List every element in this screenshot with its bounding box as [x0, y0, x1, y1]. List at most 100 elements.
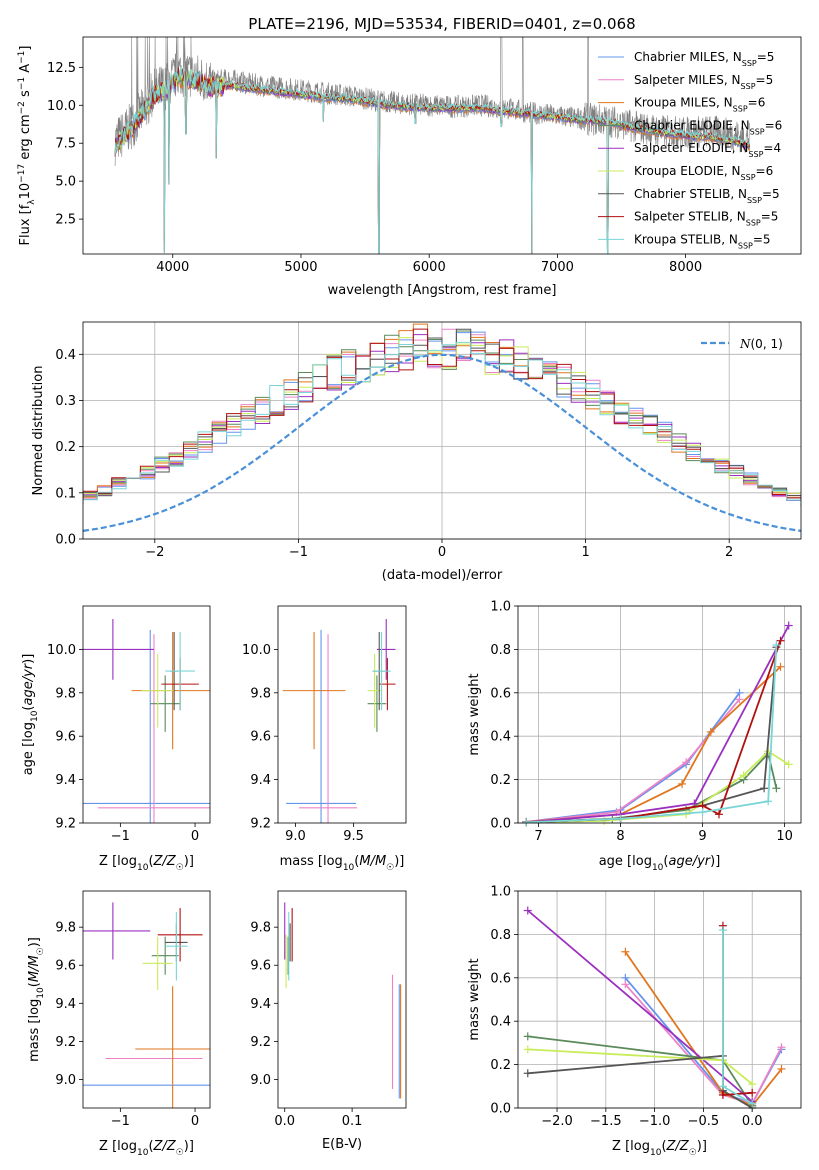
x-tick-label: 0: [438, 545, 446, 560]
y-tick-label: 9.8: [55, 686, 76, 701]
weight_vs_age-ylabel: mass weight: [467, 673, 482, 755]
x-tick-label: 4000: [156, 260, 189, 275]
age_vs_Z-frame: [82, 605, 211, 824]
legend-entry-label: Salpeter ELODIE, NSSP=4: [634, 141, 781, 159]
y-tick-label: 7.5: [55, 137, 76, 152]
weight-line-chabrier_stelib: [526, 647, 778, 823]
weight-marker-chabrier_elodie: [523, 1032, 532, 1041]
mass_vs_Z-frame: [82, 890, 211, 1109]
x-tick-label: 6000: [413, 260, 446, 275]
spectrum-title: PLATE=2196, MJD=53534, FIBERID=0401, z=0…: [248, 15, 635, 33]
weight-marker-kroupa_stelib: [772, 641, 781, 650]
age_vs_mass-axes: 9.0 9.5 9.2 9.4 9.6 9.8 10.0: [242, 643, 364, 844]
y-tick-label: 10.0: [47, 99, 76, 114]
y-tick-label: 9.0: [55, 1073, 76, 1088]
weight_vs_age-frame: [517, 605, 802, 824]
weight-marker-salpeter_elodie: [784, 621, 793, 630]
spectrum-frame: [82, 36, 802, 255]
weight-marker-salpeter_stelib: [748, 1088, 757, 1097]
x-tick-label: 0: [191, 1114, 199, 1129]
weight-marker-salpeter_stelib: [718, 1090, 727, 1099]
x-tick-label: 9: [698, 829, 706, 844]
y-tick-label: 0.4: [55, 348, 76, 363]
x-tick-label: 9.0: [285, 829, 306, 844]
weight-vs-age-xlabel: age [log10(age/yr)]: [599, 854, 721, 873]
residuals-frame: [82, 321, 802, 540]
spectrum-xlabel: wavelength [Angstrom, rest frame]: [328, 283, 557, 298]
weight-line-kroupa_elodie: [526, 750, 790, 823]
x-tick-label: −2.0: [541, 1114, 573, 1129]
y-tick-label: 0.3: [55, 394, 76, 409]
residuals-xlabel: (data-model)/error: [382, 568, 503, 583]
x-tick-label: −0.5: [688, 1114, 720, 1129]
model-spectrum-kroupa_stelib: [114, 66, 751, 254]
weight-marker-kroupa_stelib: [522, 818, 531, 827]
x-tick-label: 5000: [284, 260, 317, 275]
y-tick-label: 9.6: [250, 959, 271, 974]
weight-marker-kroupa_stelib: [718, 926, 727, 935]
x-tick-label: −1.0: [639, 1114, 671, 1129]
x-tick-label: 7000: [541, 260, 574, 275]
weight-marker-kroupa_stelib: [698, 808, 707, 817]
legend-entry-label: Chabrier MILES, NSSP=5: [634, 50, 774, 68]
x-tick-label: 9.5: [343, 829, 364, 844]
legend-normal-label: N(0, 1): [739, 337, 783, 351]
model-spectrum-salpeter_stelib: [114, 67, 751, 254]
y-tick-label: 0.8: [490, 643, 511, 658]
x-tick-label: −1.5: [590, 1114, 622, 1129]
y-tick-label: 0.0: [490, 817, 511, 832]
mass_vs_Z-axes: −1 0 9.0 9.2 9.4 9.6 9.8: [55, 921, 199, 1129]
weight-marker-salpeter_elodie: [523, 906, 532, 915]
y-tick-label: 0.8: [490, 928, 511, 943]
y-tick-label: 9.2: [55, 1035, 76, 1050]
mass-vs-Z-xlabel: Z [log10(Z/Z☉)]: [99, 1139, 194, 1158]
y-tick-label: 9.8: [250, 921, 271, 936]
mass-vs-ebv-xlabel: E(B-V): [322, 1137, 362, 1152]
weight-marker-kroupa_elodie: [748, 1080, 757, 1089]
weight-marker-salpeter_miles: [682, 758, 691, 767]
weight-line-salpeter_elodie: [527, 909, 753, 1103]
y-tick-label: 9.8: [55, 921, 76, 936]
weight-marker-salpeter_miles: [777, 1043, 786, 1052]
weight-marker-chabrier_stelib: [760, 784, 769, 793]
y-tick-label: 1.0: [490, 885, 511, 900]
x-tick-label: 0.1: [342, 1114, 363, 1129]
x-tick-label: 0.0: [274, 1114, 295, 1129]
weight-marker-chabrier_stelib: [523, 1069, 532, 1078]
y-tick-label: 0.2: [490, 1058, 511, 1073]
mass_vs_ebv-axes: 0.0 0.1 9.0 9.2 9.4 9.6 9.8: [250, 921, 362, 1129]
legend-entry-label: Kroupa ELODIE, NSSP=6: [634, 164, 773, 182]
legend-entry-label: Kroupa STELIB, NSSP=5: [634, 232, 771, 250]
weight-marker-kroupa_stelib: [764, 797, 773, 806]
x-tick-label: 8000: [669, 260, 702, 275]
weight-marker-kroupa_stelib: [718, 1082, 727, 1091]
y-tick-label: 2.5: [55, 213, 76, 228]
y-tick-label: 12.5: [47, 61, 76, 76]
y-tick-label: 9.4: [250, 997, 271, 1012]
x-tick-label: 0: [191, 829, 199, 844]
y-tick-label: 9.8: [250, 686, 271, 701]
x-tick-label: −1: [111, 1114, 130, 1129]
y-tick-label: 9.6: [250, 730, 271, 745]
mass-vs-Z-ylabel: mass [log10(M/M☉)]: [27, 937, 46, 1062]
y-tick-label: 0.1: [55, 486, 76, 501]
normal-curve: [83, 353, 801, 532]
weight-line-kroupa_elodie: [527, 1048, 753, 1085]
weight-vs-Z-xlabel: Z [log10(Z/Z☉)]: [612, 1139, 707, 1158]
age-vs-Z-xlabel: Z [log10(Z/Z☉)]: [99, 854, 194, 873]
weight-line-kroupa_miles: [526, 666, 782, 823]
weight-marker-kroupa_elodie: [784, 760, 793, 769]
y-tick-label: 0.6: [490, 971, 511, 986]
y-tick-label: 0.6: [490, 686, 511, 701]
weight-marker-kroupa_elodie: [600, 816, 609, 825]
weight-marker-salpeter_miles: [621, 980, 630, 989]
weight-line-salpeter_elodie: [526, 625, 790, 823]
y-tick-label: 10.0: [242, 643, 271, 658]
weight-marker-kroupa_miles: [706, 727, 715, 736]
x-tick-label: 1: [581, 545, 589, 560]
weight_vs_Z-frame: [517, 890, 802, 1109]
y-tick-label: 10.0: [47, 643, 76, 658]
x-tick-label: 10: [776, 829, 793, 844]
residuals-ylabel: Normed distribution: [31, 366, 46, 496]
